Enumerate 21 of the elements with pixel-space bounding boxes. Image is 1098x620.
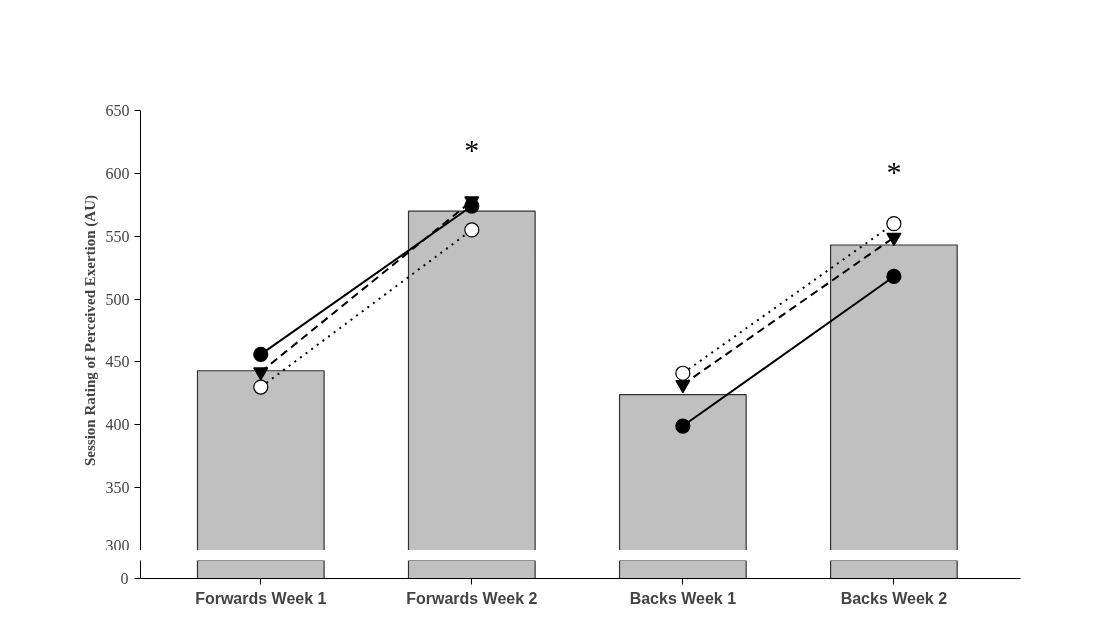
y-tick-label: 500 [105,290,130,308]
y-tick-label: 450 [105,353,130,371]
y-tick-label: 550 [105,227,130,245]
x-tick-label: Forwards Week 2 [406,589,538,607]
point [464,222,480,238]
y-tick-label: 300 [105,536,130,554]
point [253,346,269,362]
y-tick-label: 350 [105,479,130,497]
annotation: * [886,155,902,189]
x-tick-label: Forwards Week 1 [195,589,327,607]
y-axis-title: Session Rating of Perceived Exertion (AU) [81,195,99,466]
y-tick-label: 600 [105,164,130,182]
annotation: * [464,132,480,166]
x-tick-label: Backs Week 1 [629,589,737,607]
text: 0 [120,570,129,587]
point [675,418,691,434]
x-tick-label: Backs Week 2 [840,589,948,607]
point [253,379,269,395]
y-tick-label: 400 [105,416,130,434]
point [886,268,902,285]
y-tick-label: 650 [105,102,130,119]
